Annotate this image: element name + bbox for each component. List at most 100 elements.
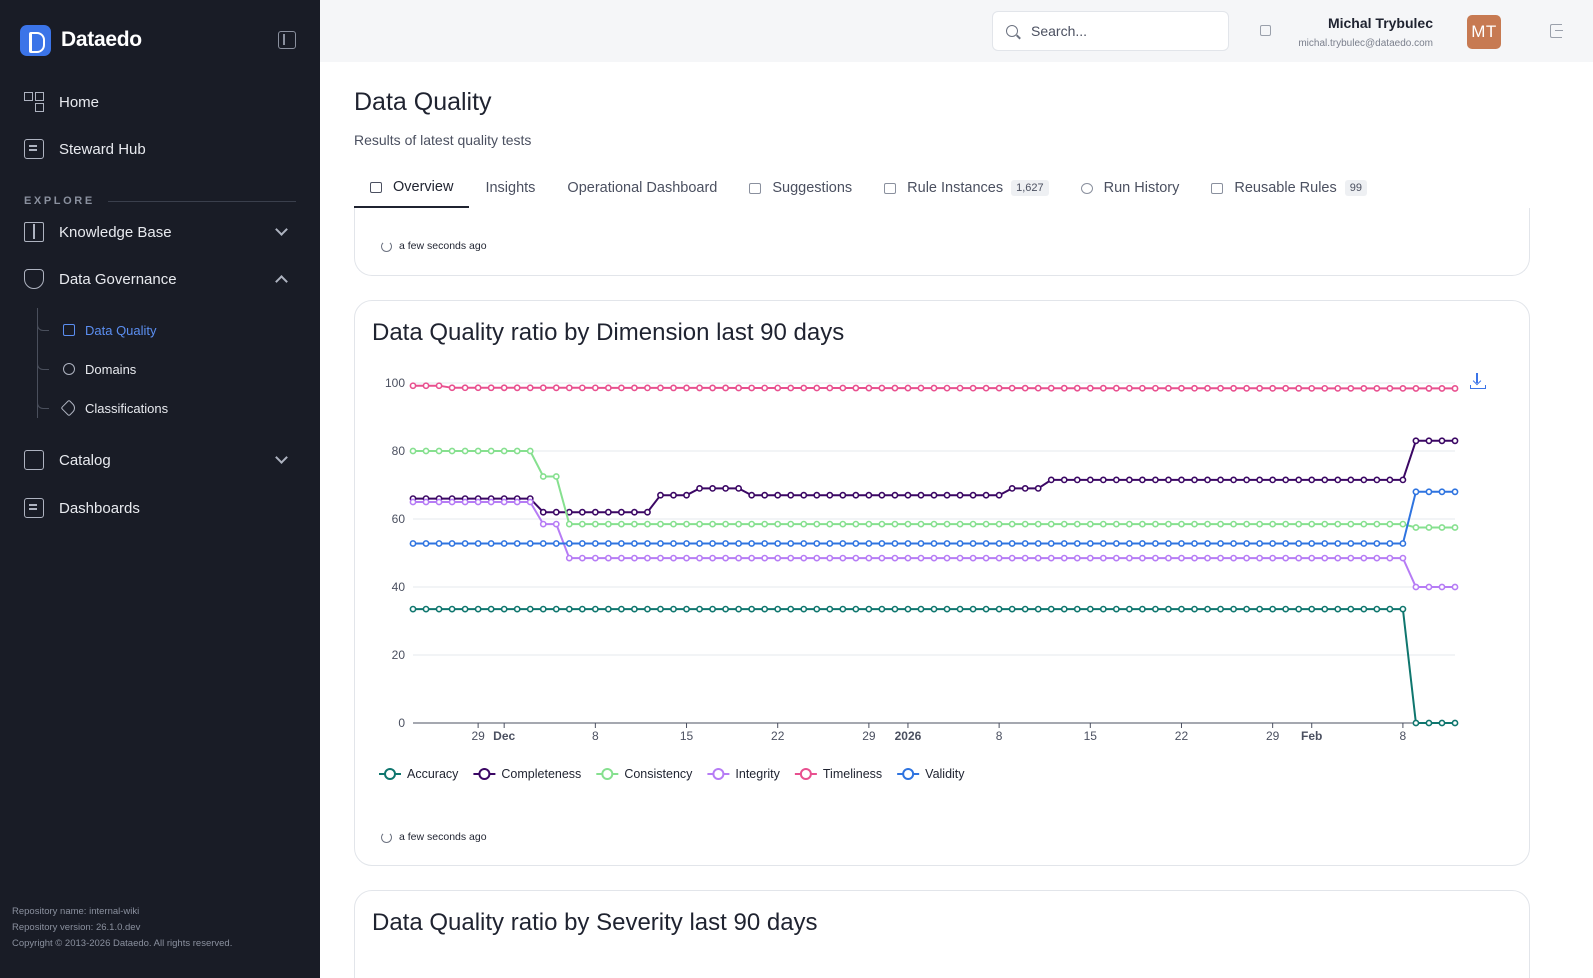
sidebar-subitem-data-quality[interactable]: Data Quality xyxy=(37,319,157,341)
data-point-timeliness xyxy=(748,384,756,392)
data-point-accuracy xyxy=(995,605,1003,613)
refresh-status[interactable]: a few seconds ago xyxy=(381,240,487,252)
search-input[interactable]: Search... xyxy=(992,11,1229,51)
data-point-consistency xyxy=(1217,520,1224,528)
data-point-consistency xyxy=(644,520,651,528)
data-point-accuracy xyxy=(969,605,977,613)
tab-rule-instances[interactable]: Rule Instances 1,627 xyxy=(868,168,1064,208)
data-point-consistency xyxy=(865,520,873,528)
sidebar-collapse-icon[interactable] xyxy=(278,31,296,49)
sidebar-item-catalog[interactable]: Catalog xyxy=(24,446,294,474)
data-point-consistency xyxy=(826,520,834,528)
data-point-consistency xyxy=(409,447,417,455)
logout-icon[interactable] xyxy=(1550,24,1563,38)
data-point-consistency xyxy=(552,473,560,480)
chart-title: Data Quality ratio by Severity last 90 d… xyxy=(372,909,818,936)
data-point-accuracy xyxy=(1399,605,1407,613)
external-link-icon[interactable] xyxy=(1260,25,1271,36)
legend-label: Consistency xyxy=(624,767,693,781)
data-point-integrity xyxy=(474,498,482,506)
shield-icon xyxy=(24,269,44,289)
data-point-completeness xyxy=(1165,476,1172,484)
tab-run-history[interactable]: Run History xyxy=(1065,168,1196,208)
data-point-integrity xyxy=(422,498,430,506)
data-point-timeliness xyxy=(1099,384,1107,392)
data-point-timeliness xyxy=(1230,384,1237,392)
tab-reusable-rules[interactable]: Reusable Rules 99 xyxy=(1195,168,1383,208)
data-point-accuracy xyxy=(1438,719,1446,727)
data-point-consistency xyxy=(735,520,743,528)
data-point-accuracy xyxy=(604,605,612,613)
refresh-status[interactable]: a few seconds ago xyxy=(381,831,487,843)
data-point-timeliness xyxy=(1073,384,1081,392)
data-point-integrity xyxy=(696,554,703,562)
data-point-integrity xyxy=(761,554,769,562)
data-point-integrity xyxy=(1321,554,1329,562)
data-point-completeness xyxy=(1399,476,1407,484)
data-point-validity xyxy=(617,540,625,547)
data-point-timeliness xyxy=(1308,384,1316,392)
tab-suggestions[interactable]: Suggestions xyxy=(733,168,868,208)
data-point-accuracy xyxy=(617,605,625,613)
data-point-timeliness xyxy=(1425,385,1433,392)
data-point-validity xyxy=(904,540,912,547)
data-point-integrity xyxy=(787,554,795,562)
data-point-timeliness xyxy=(930,384,938,392)
data-point-validity xyxy=(1295,540,1303,547)
sidebar-item-steward-hub[interactable]: Steward Hub xyxy=(24,135,294,163)
data-point-integrity xyxy=(1425,583,1433,591)
tab-operational-dashboard[interactable]: Operational Dashboard xyxy=(551,168,733,208)
data-point-integrity xyxy=(1165,554,1172,562)
sidebar-item-knowledge-base[interactable]: Knowledge Base xyxy=(24,218,294,246)
sidebar-subitem-classifications[interactable]: Classifications xyxy=(37,397,168,419)
data-point-accuracy xyxy=(1099,605,1107,613)
sidebar-item-label: Catalog xyxy=(59,451,111,469)
data-point-consistency xyxy=(1047,520,1055,528)
data-point-validity xyxy=(644,540,651,547)
data-point-validity xyxy=(800,540,808,547)
data-point-completeness xyxy=(1178,476,1185,484)
data-point-consistency xyxy=(696,520,703,528)
data-point-completeness xyxy=(696,485,703,492)
data-point-integrity xyxy=(1086,554,1094,562)
sidebar-item-dashboards[interactable]: Dashboards xyxy=(24,494,294,522)
data-point-consistency xyxy=(1256,520,1264,528)
brand[interactable]: Dataedo xyxy=(20,24,142,56)
download-icon[interactable] xyxy=(1470,373,1486,389)
data-point-validity xyxy=(1438,488,1446,496)
legend-label: Integrity xyxy=(735,767,780,781)
avatar[interactable]: MT xyxy=(1467,15,1501,49)
tree-connector xyxy=(37,397,49,409)
data-point-completeness xyxy=(539,508,547,516)
tabs: Overview Insights Operational Dashboard … xyxy=(354,168,1383,208)
sidebar-subitem-domains[interactable]: Domains xyxy=(37,358,136,380)
user-name[interactable]: Michal Trybulec xyxy=(1327,15,1433,31)
sidebar-item-data-governance[interactable]: Data Governance xyxy=(24,265,294,293)
data-point-timeliness xyxy=(670,384,677,392)
data-point-consistency xyxy=(1125,520,1133,528)
data-point-accuracy xyxy=(1451,719,1459,727)
data-point-consistency xyxy=(474,447,482,455)
tag-icon xyxy=(60,399,78,417)
tab-label: Operational Dashboard xyxy=(567,180,718,196)
x-tick-label: 22 xyxy=(1175,729,1189,743)
data-point-validity xyxy=(735,540,743,547)
tab-label: Reusable Rules xyxy=(1234,180,1337,196)
data-point-integrity xyxy=(683,554,690,562)
data-point-consistency xyxy=(722,520,729,528)
data-point-timeliness xyxy=(722,384,729,392)
data-point-integrity xyxy=(1373,554,1381,562)
search-icon xyxy=(1006,25,1018,37)
sidebar-item-home[interactable]: Home xyxy=(24,88,294,116)
data-point-validity xyxy=(995,540,1003,547)
y-tick-label: 40 xyxy=(392,580,406,594)
data-point-accuracy xyxy=(578,605,586,613)
clipboard-clock-icon xyxy=(24,498,44,518)
data-point-accuracy xyxy=(852,605,860,613)
tab-insights[interactable]: Insights xyxy=(469,168,551,208)
data-point-accuracy xyxy=(683,605,690,613)
legend-label: Completeness xyxy=(501,767,581,781)
data-point-validity xyxy=(787,540,795,547)
tab-overview[interactable]: Overview xyxy=(354,168,470,208)
data-point-accuracy xyxy=(1178,605,1185,613)
